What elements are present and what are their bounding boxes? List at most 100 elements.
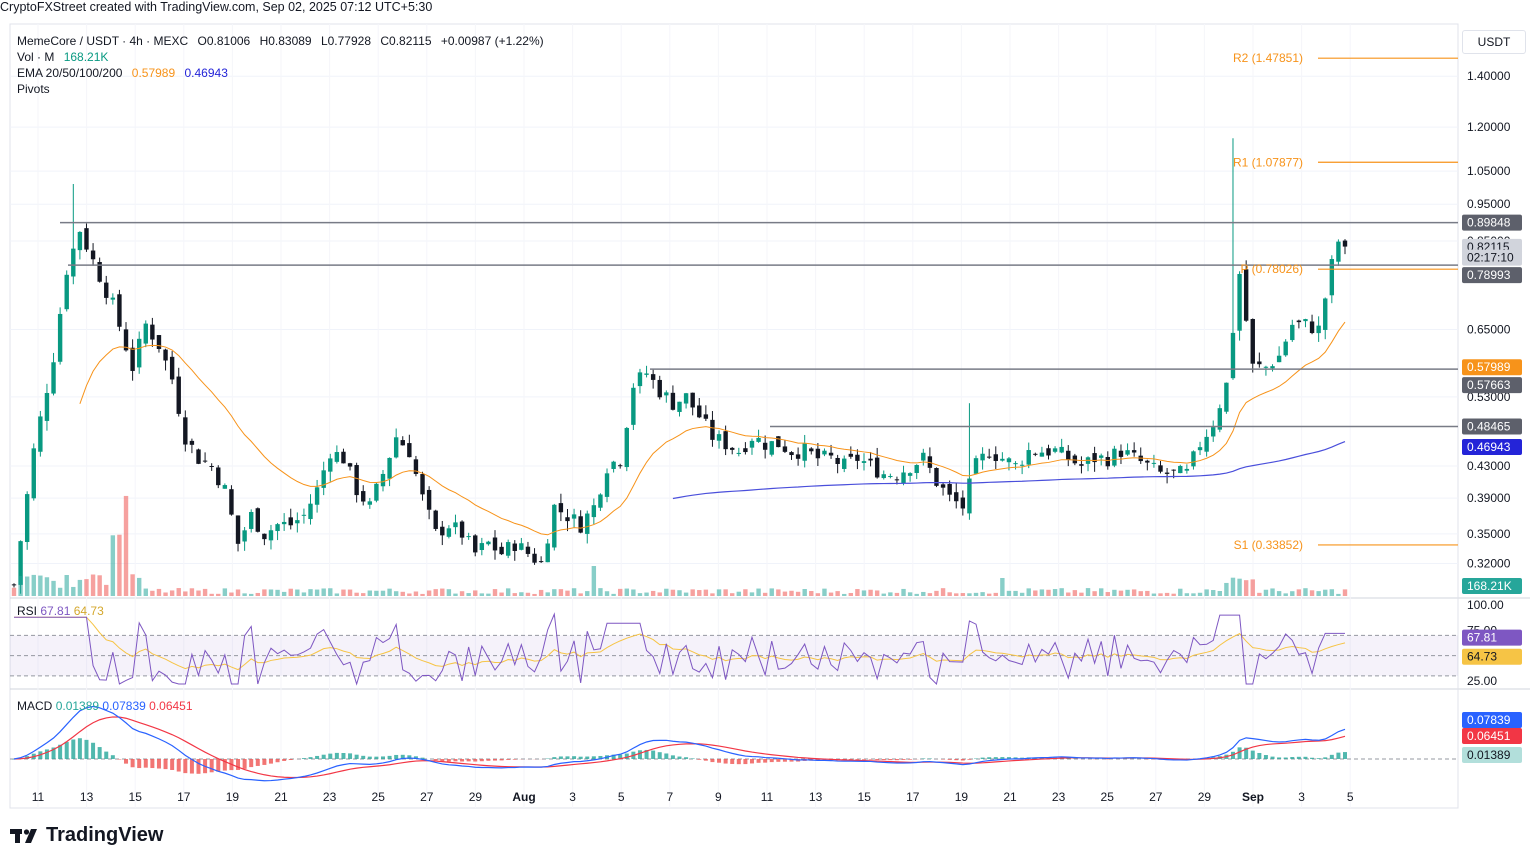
pivot-label: P (0.78026): [1241, 262, 1304, 276]
macd-hist-bar: [110, 755, 115, 759]
candle-body: [18, 541, 23, 585]
macd-hist-bar: [651, 750, 656, 759]
volume-bar: [367, 590, 373, 596]
macd-hist-bar: [717, 759, 722, 763]
volume-bar: [301, 592, 307, 596]
volume-bar: [1105, 592, 1110, 596]
volume-bar: [51, 580, 56, 596]
volume-bar: [281, 591, 287, 596]
candle-body: [1290, 324, 1295, 341]
volume-bar: [730, 593, 735, 596]
volume-bar: [1237, 578, 1242, 596]
candle-body: [690, 392, 695, 408]
volume-bar: [690, 589, 695, 596]
price-label-text: 0.89848: [1467, 216, 1511, 230]
candle-body: [1263, 366, 1269, 368]
volume-bar: [1052, 589, 1058, 596]
candle-body: [288, 517, 293, 526]
pivot-label: R2 (1.47851): [1233, 51, 1303, 65]
macd-hist-value: 0.01389: [55, 699, 100, 713]
candle-body: [789, 452, 794, 456]
macd-hist-bar: [124, 759, 129, 764]
macd-hist-bar: [684, 757, 689, 759]
macd-hist-bar: [637, 750, 642, 759]
currency-selector[interactable]: USDT: [1462, 30, 1526, 54]
candle-body: [993, 454, 998, 461]
macd-hist-bar: [400, 754, 405, 759]
volume-bar: [123, 495, 129, 596]
macd-hist-bar: [743, 759, 748, 765]
candle-body: [380, 473, 386, 487]
rsi-value: 67.81: [40, 604, 71, 618]
candle-body: [591, 505, 597, 518]
candle-body: [1283, 341, 1288, 356]
candle-body: [1105, 456, 1110, 467]
macd-hist-bar: [453, 759, 458, 762]
macd-hist-bar: [64, 741, 69, 759]
volume-bar: [1309, 590, 1315, 596]
volume-bar: [1158, 593, 1163, 596]
candle-body: [881, 474, 886, 479]
time-tick-label: 5: [1347, 790, 1354, 804]
macd-value-label: 0.07839: [1467, 713, 1511, 727]
candle-body: [1019, 464, 1025, 466]
volume-bar: [262, 589, 267, 596]
candle-body: [361, 491, 366, 502]
candle-body: [907, 473, 913, 476]
macd-hist-bar: [348, 753, 353, 759]
candle-body: [308, 503, 313, 520]
macd-hist-bar: [473, 759, 478, 762]
candle-body: [104, 282, 109, 298]
candle-body: [934, 467, 939, 486]
volume-bar: [1092, 591, 1097, 596]
volume-bar: [407, 593, 412, 596]
macd-hist-bar: [855, 759, 860, 760]
rsi-ma-value: 64.73: [73, 604, 104, 618]
macd-hist-bar: [493, 759, 498, 761]
volume-bar: [1131, 589, 1137, 596]
candle-body: [11, 584, 17, 586]
macd-hist-bar: [1316, 758, 1321, 759]
volume-bar: [1184, 593, 1190, 596]
tradingview-logo[interactable]: TradingView: [10, 824, 163, 847]
candle-body: [1118, 450, 1124, 457]
candle-body: [1072, 455, 1078, 464]
price-tick-label: 0.43000: [1467, 459, 1511, 473]
macd-hist-bar: [868, 759, 873, 760]
volume-bar: [1263, 589, 1269, 596]
macd-hist-bar: [749, 759, 754, 764]
candle-body: [802, 443, 807, 461]
volume-bar: [183, 591, 188, 596]
macd-hist-bar: [1336, 752, 1341, 759]
macd-hist-bar: [697, 759, 702, 760]
candle-body: [1296, 320, 1302, 323]
macd-hist-bar: [552, 757, 557, 759]
time-tick-label: 21: [274, 790, 288, 804]
volume-bar: [38, 575, 43, 596]
volume-bar: [308, 589, 313, 596]
volume-bar: [1296, 589, 1302, 596]
volume-bar: [1342, 589, 1348, 596]
legend-ohlc: MemeCore / USDT · 4h · MEXC O0.81006 H0.…: [17, 34, 550, 48]
volume-group: [11, 495, 1348, 596]
volume-bar: [1013, 590, 1018, 596]
volume-bar: [64, 575, 69, 596]
volume-bar: [209, 593, 214, 596]
macd-hist-bar: [960, 759, 965, 761]
volume-bar: [769, 588, 774, 596]
candle-body: [809, 448, 814, 452]
candle-body: [1046, 448, 1051, 456]
volume-bar: [993, 592, 998, 596]
macd-hist-bar: [380, 756, 385, 759]
volume-bar: [314, 589, 320, 596]
candle-body: [216, 467, 221, 486]
volume-bar: [196, 590, 201, 596]
candle-body: [532, 553, 537, 563]
candle-body: [637, 372, 643, 387]
candle-body: [888, 476, 893, 478]
macd-hist-bar: [486, 759, 491, 761]
macd-hist-bar: [262, 759, 267, 765]
macd-hist-bar: [176, 759, 181, 772]
candle-body: [1336, 241, 1341, 262]
